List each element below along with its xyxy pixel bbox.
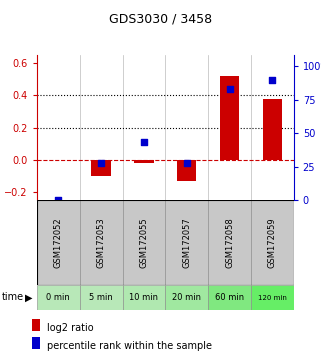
Text: time: time <box>2 292 24 303</box>
Point <box>56 197 61 203</box>
Text: GSM172058: GSM172058 <box>225 217 234 268</box>
Bar <box>220 76 239 160</box>
Text: 10 min: 10 min <box>129 293 159 302</box>
Text: 20 min: 20 min <box>172 293 201 302</box>
Bar <box>37 200 80 285</box>
Text: GSM172055: GSM172055 <box>139 217 148 268</box>
Bar <box>251 200 294 285</box>
Bar <box>208 285 251 310</box>
Bar <box>91 160 111 176</box>
Bar <box>165 285 208 310</box>
Text: log2 ratio: log2 ratio <box>47 324 93 333</box>
Point <box>184 160 189 165</box>
Bar <box>263 98 282 160</box>
Text: GSM172052: GSM172052 <box>54 217 63 268</box>
Text: 0 min: 0 min <box>47 293 70 302</box>
Bar <box>80 200 123 285</box>
Point <box>270 77 275 82</box>
Bar <box>123 285 165 310</box>
Bar <box>251 285 294 310</box>
Point <box>141 139 146 145</box>
Text: GSM172059: GSM172059 <box>268 217 277 268</box>
Bar <box>80 285 123 310</box>
Bar <box>123 200 165 285</box>
Bar <box>134 160 153 163</box>
Bar <box>37 285 80 310</box>
Text: 60 min: 60 min <box>215 293 244 302</box>
Bar <box>208 200 251 285</box>
Text: GDS3030 / 3458: GDS3030 / 3458 <box>109 12 212 25</box>
Text: GSM172057: GSM172057 <box>182 217 191 268</box>
Bar <box>177 160 196 181</box>
Text: 120 min: 120 min <box>258 295 287 301</box>
Text: percentile rank within the sample: percentile rank within the sample <box>47 341 212 351</box>
Bar <box>165 200 208 285</box>
Text: 5 min: 5 min <box>89 293 113 302</box>
Text: ▶: ▶ <box>24 292 32 303</box>
Point <box>227 86 232 92</box>
Point <box>99 160 104 165</box>
Text: GSM172053: GSM172053 <box>97 217 106 268</box>
